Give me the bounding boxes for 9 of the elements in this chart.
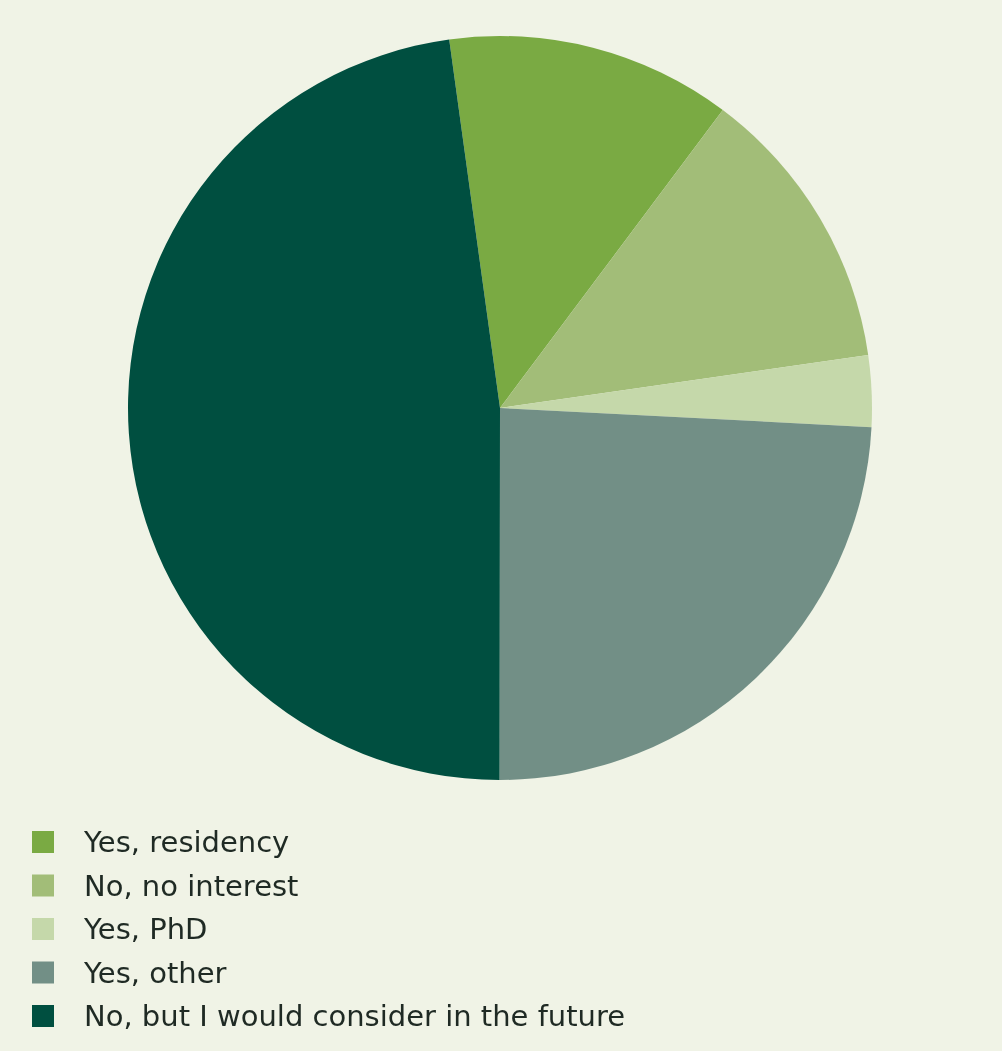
pie-slice — [128, 39, 500, 780]
pie-slice — [449, 36, 723, 408]
legend-label: Yes, residency — [83, 825, 290, 860]
pie-slice — [500, 110, 869, 408]
legend-label: No, no interest — [84, 868, 299, 903]
legend-label: Yes, other — [83, 955, 227, 990]
legend-label: No, but I would consider in the future — [84, 999, 626, 1034]
pie-slice — [499, 408, 872, 780]
legend-label: Yes, PhD — [83, 912, 208, 947]
